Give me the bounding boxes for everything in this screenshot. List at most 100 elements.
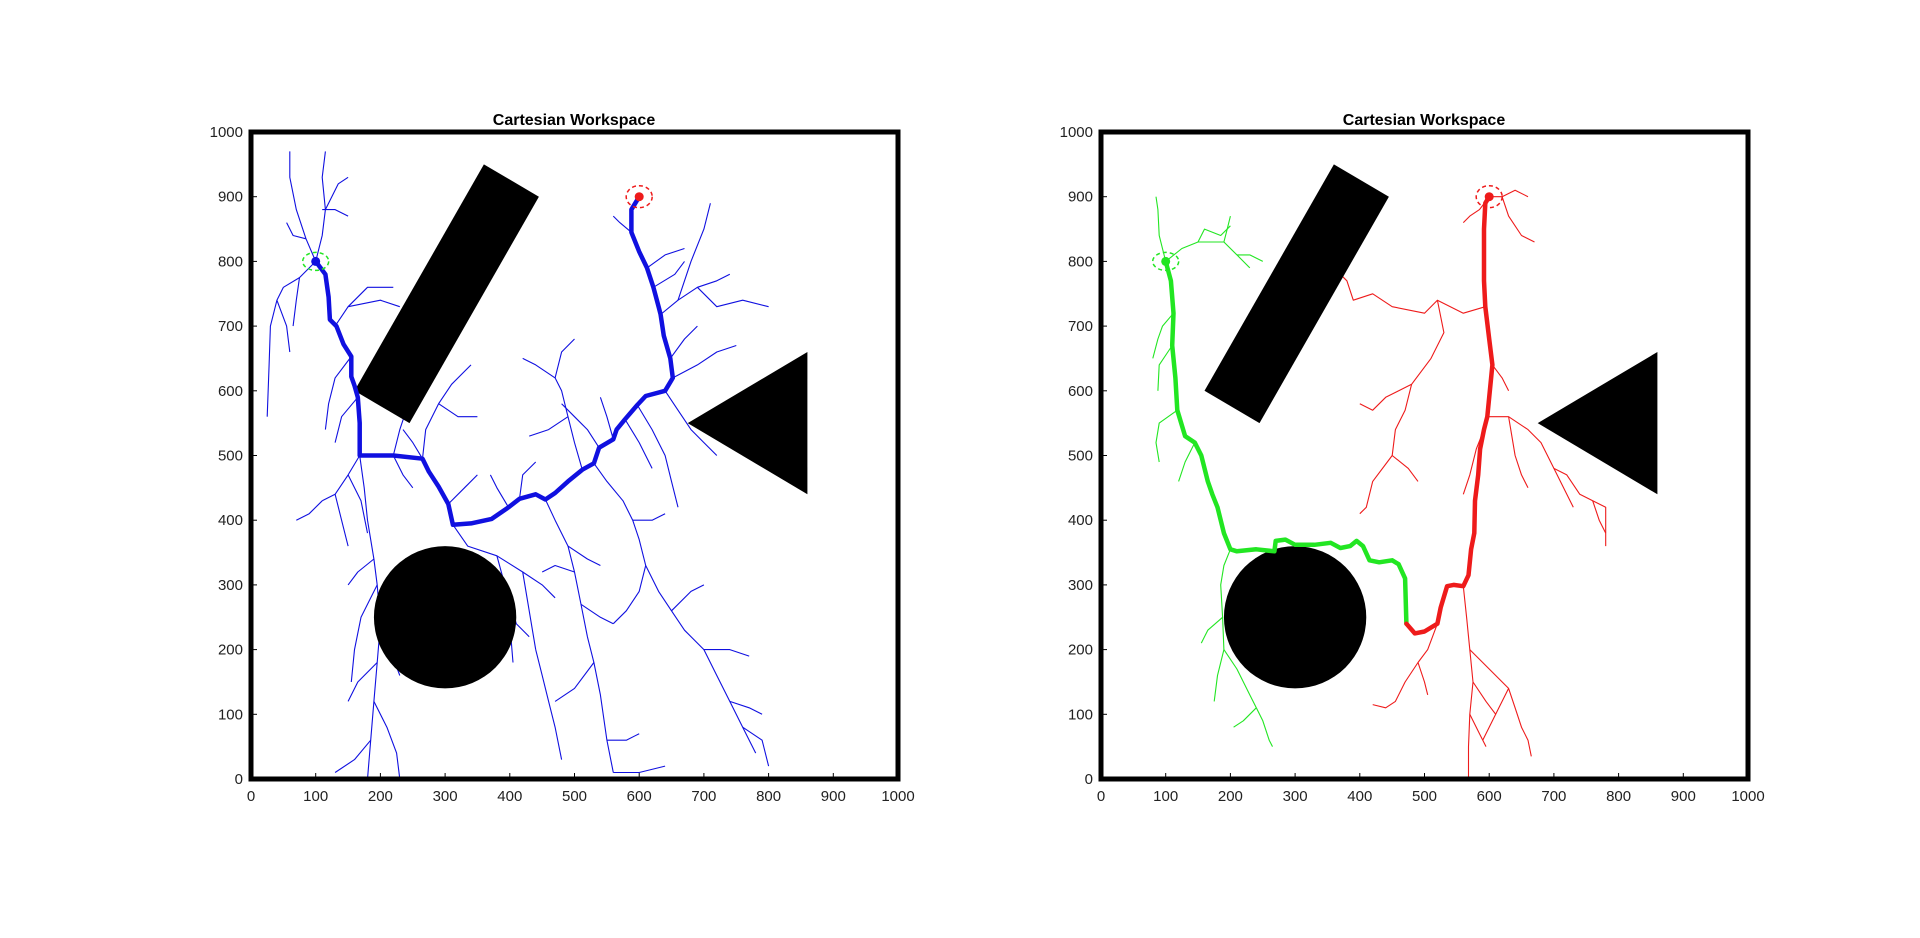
left-x-tick-label: 100 [303, 788, 328, 805]
left-triangle-obstacle [687, 352, 808, 495]
right-y-tick-label: 500 [1068, 448, 1093, 465]
left-tree-branch [522, 571, 556, 599]
left-y-tick-label: 500 [218, 448, 243, 465]
right-endpoint-markers [1151, 184, 1503, 272]
right-rectangle-obstacle [1204, 164, 1389, 424]
left-tree-branch [324, 176, 349, 210]
left-tree-branch [489, 474, 509, 508]
right-tree-branch [1508, 416, 1529, 489]
right-tree-branch [1200, 616, 1223, 644]
left-x-tick-label: 1000 [881, 788, 914, 805]
left-tree-branch [324, 356, 352, 430]
left-y-tick-label: 300 [218, 577, 243, 594]
right-tree-branch [1157, 345, 1173, 391]
right-solution-path-line [1163, 259, 1409, 626]
left-tree-branch [669, 325, 698, 359]
left-tree-branch [612, 565, 647, 625]
left-tree-branch [613, 765, 666, 774]
left-axes-frame [248, 129, 901, 782]
right-tree-branch [1391, 455, 1419, 482]
left-tree-branch [286, 222, 307, 240]
right-y-tick-label: 0 [1085, 771, 1093, 788]
right-tree-branch [1469, 649, 1532, 757]
left-tree-branch [541, 564, 575, 573]
left-tree-branch [632, 513, 666, 521]
right-solution-path-line [1404, 194, 1495, 636]
right-tree-branch [1372, 623, 1438, 709]
left-y-tick-label: 700 [218, 318, 243, 335]
left-tree-branch [321, 455, 361, 502]
left-tree-branch [703, 649, 750, 657]
left-workspace-axes: Cartesian Workspace 0 100 200 300 400 500 600 7… [210, 112, 915, 805]
left-x-tick-label: 500 [562, 788, 587, 805]
left-tree-branch [567, 545, 601, 566]
left-y-tick-label: 100 [218, 706, 243, 723]
left-goal-point [634, 192, 644, 202]
left-tree-branch [334, 396, 359, 443]
left-x-tick-label: 600 [627, 788, 652, 805]
left-tree-branch [535, 649, 563, 760]
right-obstacles [1204, 164, 1658, 689]
left-tree-branch [697, 286, 769, 308]
left-x-tick-label: 0 [247, 788, 255, 805]
left-solution-path [313, 194, 676, 527]
right-y-tick-label: 600 [1068, 383, 1093, 400]
left-tree-branch [742, 726, 770, 767]
right-tree-branch [1223, 215, 1231, 243]
right-x-tick-label: 1000 [1731, 788, 1764, 805]
right-tree-branch [1155, 409, 1178, 463]
right-y-tick-label: 100 [1068, 706, 1093, 723]
left-tree-branch [677, 203, 711, 301]
left-x-tick-label: 300 [433, 788, 458, 805]
right-tree-branch [1236, 254, 1264, 262]
right-x-tick-label: 800 [1606, 788, 1631, 805]
right-axes-title: Cartesian Workspace [1343, 112, 1506, 129]
left-tree-branch [347, 558, 375, 586]
right-goal-ring [1475, 184, 1503, 209]
left-x-tick-label: 900 [821, 788, 846, 805]
right-search-trees [1152, 189, 1607, 779]
left-tree-branch [438, 403, 478, 418]
right-axes-frame [1098, 129, 1751, 782]
left-tree-branch [529, 416, 569, 437]
left-x-tick-label: 200 [368, 788, 393, 805]
left-tree-branch [593, 462, 757, 754]
left-tree-branch [347, 662, 378, 702]
left-tree-branch [347, 474, 369, 534]
left-y-tick-label: 200 [218, 642, 243, 659]
left-tree-branch [554, 662, 595, 702]
left-search-tree [266, 151, 770, 780]
left-start-ring [301, 251, 330, 272]
right-y-tick-label: 300 [1068, 577, 1093, 594]
left-tree-branch [653, 261, 685, 288]
right-x-tick-label: 900 [1671, 788, 1696, 805]
right-tree-branch [1469, 714, 1487, 747]
right-y-tick-label: 700 [1068, 318, 1093, 335]
left-start-point [311, 256, 321, 266]
right-tree-branch [1233, 707, 1257, 728]
left-tree-branch [289, 151, 317, 262]
right-tree-branch [1487, 416, 1607, 547]
right-y-tick-label: 1000 [1060, 124, 1093, 141]
right-tree-branch [1501, 196, 1535, 243]
left-tree-branch [373, 701, 401, 780]
left-tree-branch [452, 524, 537, 650]
right-y-tick-label: 400 [1068, 512, 1093, 529]
left-tree-branch [544, 499, 614, 773]
left-tree-branch [636, 404, 679, 508]
right-tree-branch [1152, 312, 1174, 359]
left-tree-branch [392, 455, 414, 489]
right-tree-branch [1178, 442, 1196, 482]
right-tree-branch [1592, 500, 1607, 534]
right-tree-branch [1489, 189, 1529, 198]
left-y-tick-label: 1000 [210, 124, 243, 141]
left-axes-title: Cartesian Workspace [493, 112, 656, 129]
left-tree-branch [606, 733, 640, 741]
left-tree-branch [402, 429, 423, 459]
left-axes-ticks: 0 100 200 300 400 500 600 700 800 900 1000 0 100 200 3… [210, 124, 915, 805]
right-workspace-axes: Cartesian Workspace 0 100 200 300 400 500 600 7… [1060, 112, 1765, 805]
right-tree-branch [1472, 681, 1497, 715]
left-tree-branch [518, 461, 537, 499]
left-tree-branch [522, 357, 583, 470]
left-y-tick-label: 400 [218, 512, 243, 529]
